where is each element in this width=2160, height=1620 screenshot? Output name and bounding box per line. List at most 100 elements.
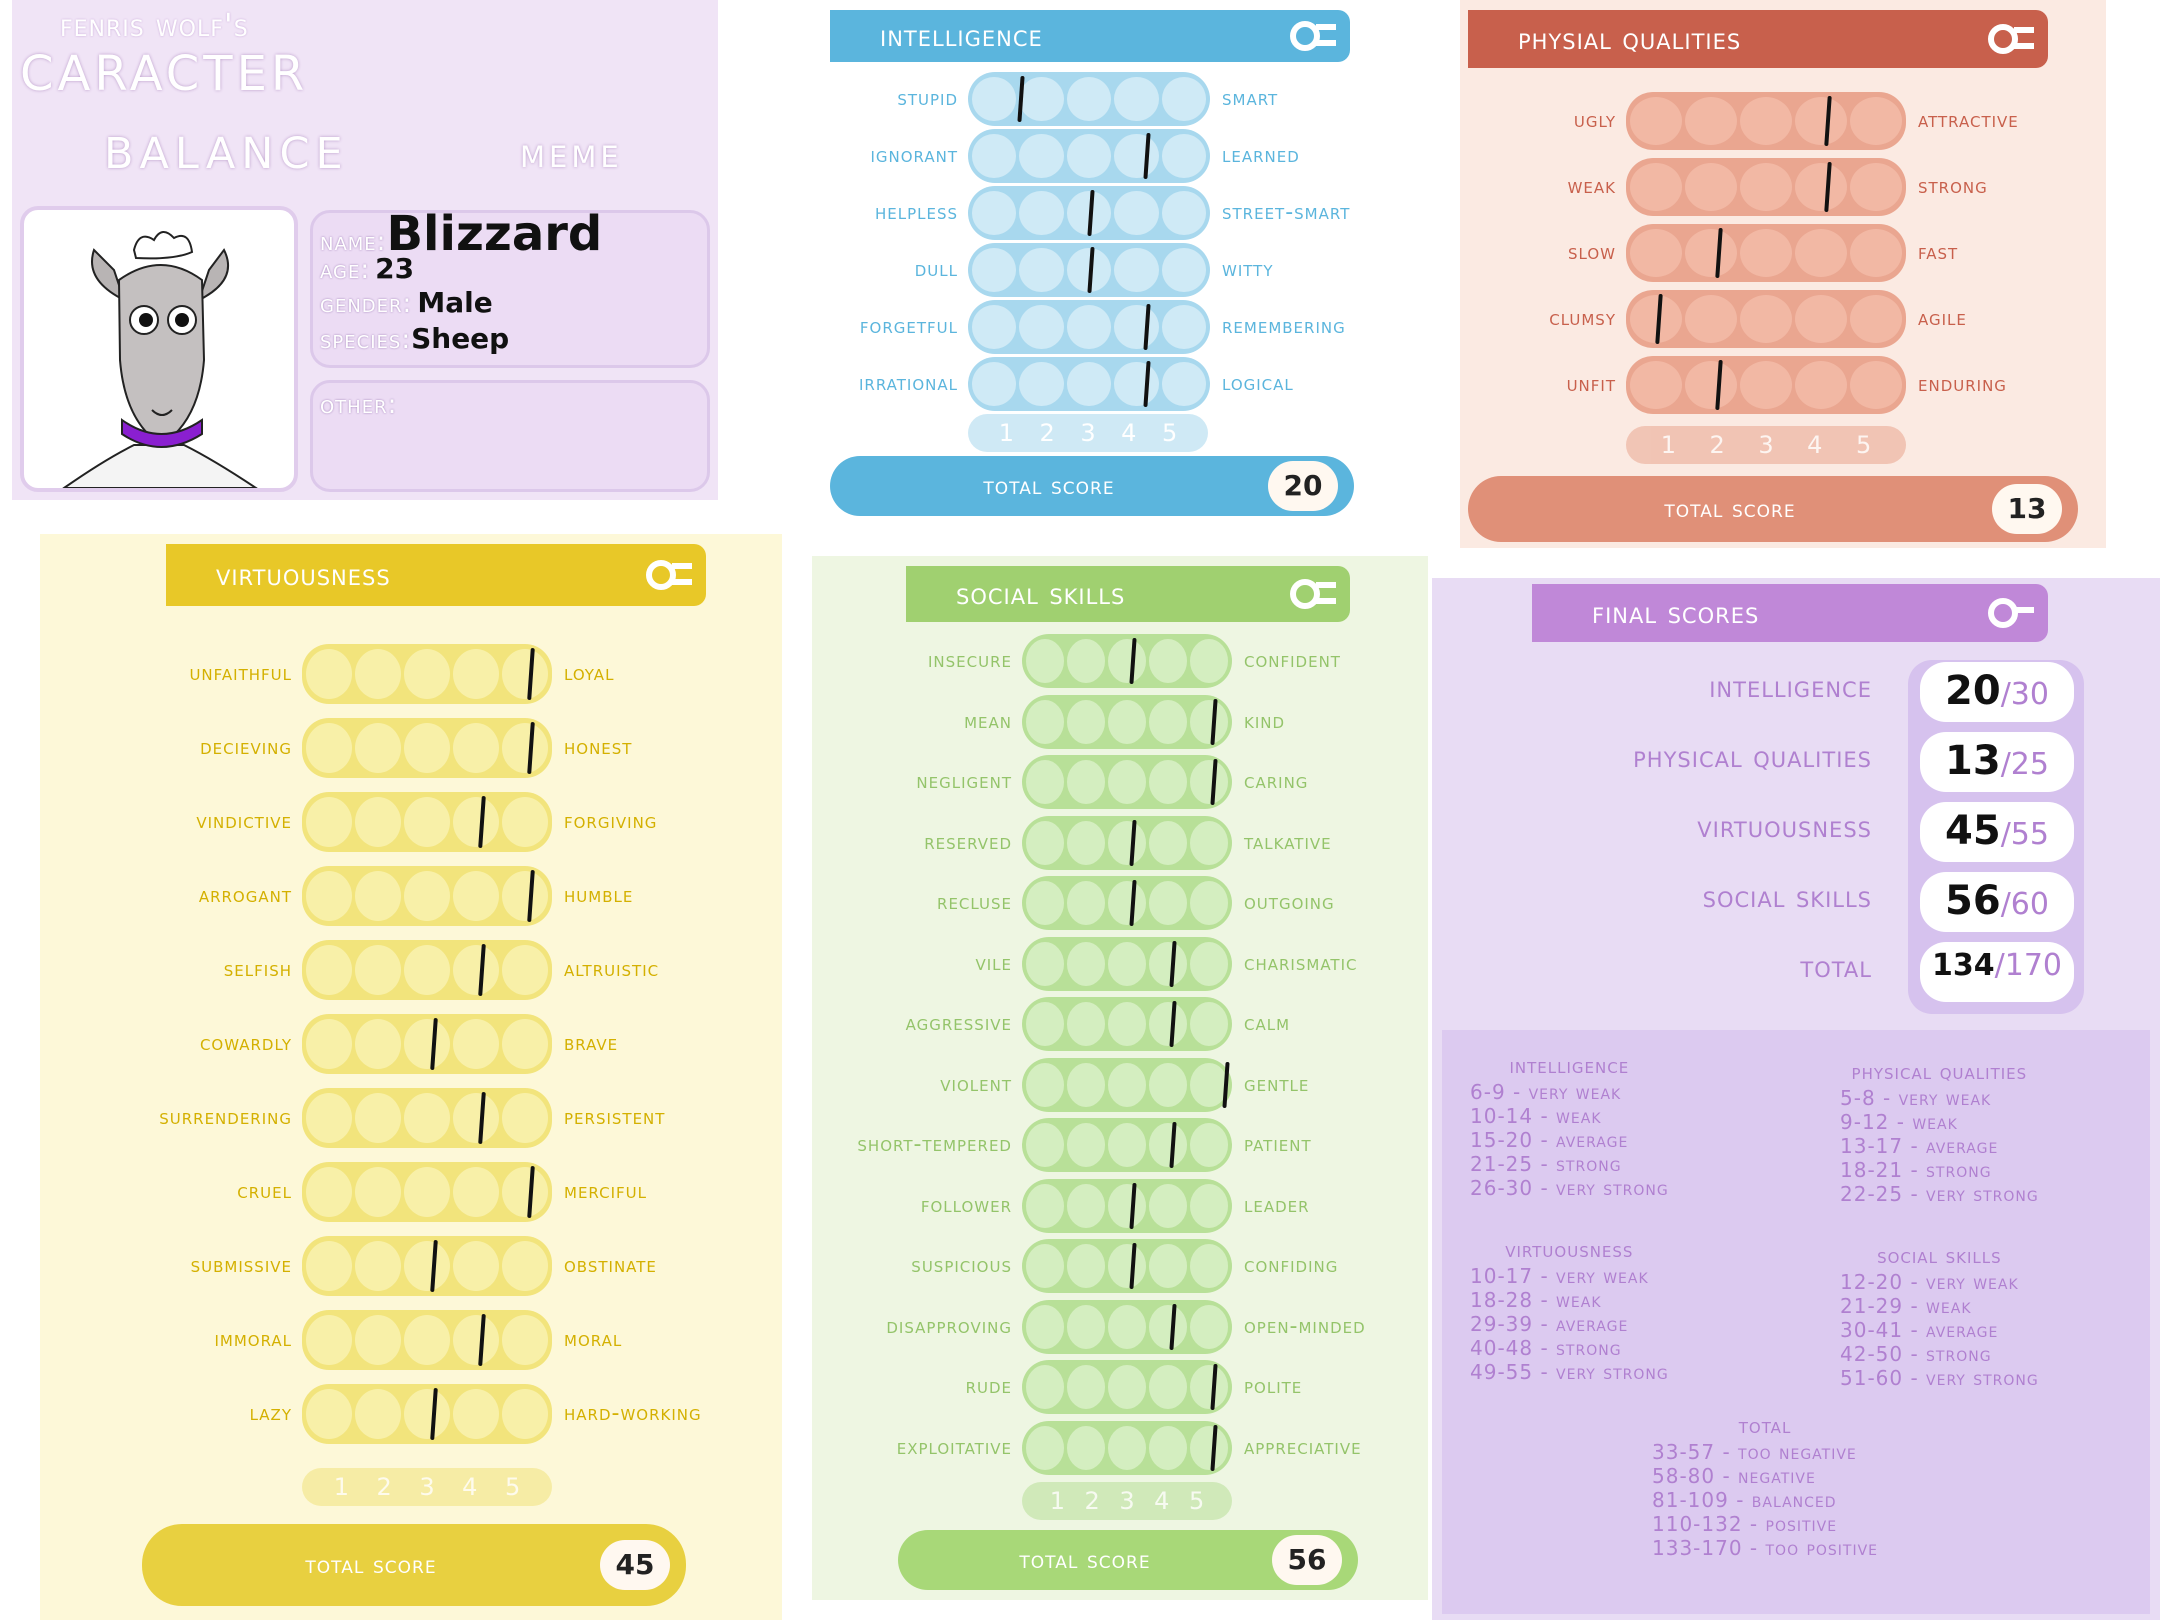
legend-total: Total 33-57 - Too negative 58-80 - Negativ… xyxy=(1652,1414,1878,1560)
final-score-badge: 56/60 xyxy=(1920,872,2074,932)
rating-scale xyxy=(1022,1057,1232,1112)
rating-circle xyxy=(1067,941,1105,986)
rating-circle xyxy=(1019,77,1064,121)
trait-right-label: Fast xyxy=(1918,240,1959,265)
legend-item: 18-21 - strong xyxy=(1840,1158,1992,1182)
trait-left-label: Short-tempered xyxy=(857,1132,1012,1157)
rating-circle xyxy=(404,871,450,921)
trait-row: Suspicious Confiding xyxy=(812,1239,1428,1293)
rating-circle xyxy=(1685,97,1737,145)
rating-circle xyxy=(1019,134,1064,178)
rating-circle xyxy=(972,77,1017,121)
final-score-label: Social skills xyxy=(1702,880,1872,915)
legend-item: 21-29 - weak xyxy=(1840,1294,1972,1318)
rating-circle xyxy=(1067,1244,1105,1288)
rating-circle xyxy=(1161,77,1206,121)
rating-scale xyxy=(1626,92,1906,150)
rating-circle xyxy=(404,1315,450,1365)
rating-circle xyxy=(355,945,401,995)
virtuousness-total-bar: Total score 45 xyxy=(142,1524,686,1606)
name-label: Name: xyxy=(320,227,387,257)
legend-title: Total xyxy=(1738,1414,1792,1438)
rating-circle xyxy=(1685,295,1737,343)
rating-circle xyxy=(1026,881,1064,925)
rating-circle xyxy=(1795,295,1847,343)
rating-circle xyxy=(1630,97,1682,145)
trait-right-label: Appreciative xyxy=(1244,1434,1362,1460)
trait-right-label: Charismatic xyxy=(1244,950,1358,976)
rating-circle xyxy=(1161,134,1206,178)
total-score-label: Total score xyxy=(1664,495,1796,523)
rating-circle xyxy=(355,797,401,847)
final-score-value: 45 xyxy=(1945,808,2001,854)
rating-circle xyxy=(1685,361,1737,409)
trait-row: Unfit Enduring xyxy=(1460,356,2106,414)
rating-circle xyxy=(404,1093,450,1143)
rating-scale xyxy=(1626,158,1906,216)
rating-circle xyxy=(1149,1425,1187,1470)
rating-scale xyxy=(302,644,552,704)
rating-circle xyxy=(453,871,499,921)
age-label: Age: xyxy=(320,255,371,285)
rating-scale xyxy=(302,1236,552,1296)
trait-row: Negligent Caring xyxy=(812,755,1428,809)
trait-right-label: Moral xyxy=(564,1327,623,1352)
scale-number: 1 xyxy=(333,1473,350,1501)
trait-right-label: Confiding xyxy=(1244,1253,1339,1278)
rating-scale xyxy=(302,1310,552,1370)
trait-left-label: Ignorant xyxy=(870,143,958,168)
legend-item: 15-20 - average xyxy=(1470,1128,1629,1152)
rating-circle xyxy=(355,1389,401,1439)
key-icon xyxy=(1290,574,1336,614)
rating-circle xyxy=(1114,248,1159,292)
rating-circle xyxy=(1161,362,1206,406)
rating-circle xyxy=(453,1241,499,1291)
trait-right-label: Confident xyxy=(1244,648,1341,673)
legend-item: 10-17 - Very weak xyxy=(1470,1264,1649,1288)
trait-left-label: Ugly xyxy=(1573,108,1616,133)
rating-circle xyxy=(453,1389,499,1439)
virtuousness-title: Virtuousness xyxy=(216,557,391,593)
trait-left-label: Weak xyxy=(1567,174,1616,199)
rating-circle xyxy=(404,945,450,995)
legend-item: 26-30 - very strong xyxy=(1470,1176,1669,1200)
final-score-value: 20 xyxy=(1945,668,2001,714)
rating-circle xyxy=(972,191,1017,235)
scale-number: 2 xyxy=(1709,431,1725,459)
final-score-max: /30 xyxy=(2000,677,2049,712)
scale-number: 3 xyxy=(419,1473,435,1501)
rating-circle xyxy=(453,797,499,847)
rating-circle xyxy=(1795,97,1847,145)
trait-left-label: Unfit xyxy=(1566,372,1616,397)
rating-circle xyxy=(404,723,450,773)
legend-item: 40-48 - strong xyxy=(1470,1336,1622,1360)
rating-circle xyxy=(1067,1304,1105,1349)
physical-qualities-header: Physial qualities xyxy=(1468,10,2048,68)
rating-circle xyxy=(306,945,352,995)
rating-circle xyxy=(502,649,548,699)
final-score-label: Total xyxy=(1800,950,1872,985)
rating-circle xyxy=(1190,1002,1228,1046)
rating-circle xyxy=(306,1093,352,1143)
legend-item: 49-55 - very strong xyxy=(1470,1360,1669,1384)
rating-circle xyxy=(404,1241,450,1291)
title-meme: meme xyxy=(520,128,623,177)
rating-circle xyxy=(453,649,499,699)
rating-circle xyxy=(355,723,401,773)
rating-scale xyxy=(1022,815,1232,870)
trait-left-label: Reserved xyxy=(924,829,1012,855)
rating-circle xyxy=(1067,881,1105,925)
social-skills-panel: Social skills Insecure Confident Mean Kind Ne… xyxy=(812,556,1428,1600)
intelligence-total-score: 20 xyxy=(1268,461,1338,511)
rating-circle xyxy=(1190,1183,1228,1228)
rating-circle xyxy=(972,305,1017,349)
legend-virtuousness: Virtuousness 10-17 - Very weak 18-28 - wea… xyxy=(1470,1238,1669,1384)
other-label: Other: xyxy=(320,390,398,420)
trait-right-label: Street-smart xyxy=(1222,200,1351,225)
trait-left-label: Immoral xyxy=(214,1327,292,1352)
trait-left-label: surrendering xyxy=(159,1105,292,1130)
rating-scale xyxy=(1022,1420,1232,1475)
trait-left-label: Decieving xyxy=(200,735,292,760)
